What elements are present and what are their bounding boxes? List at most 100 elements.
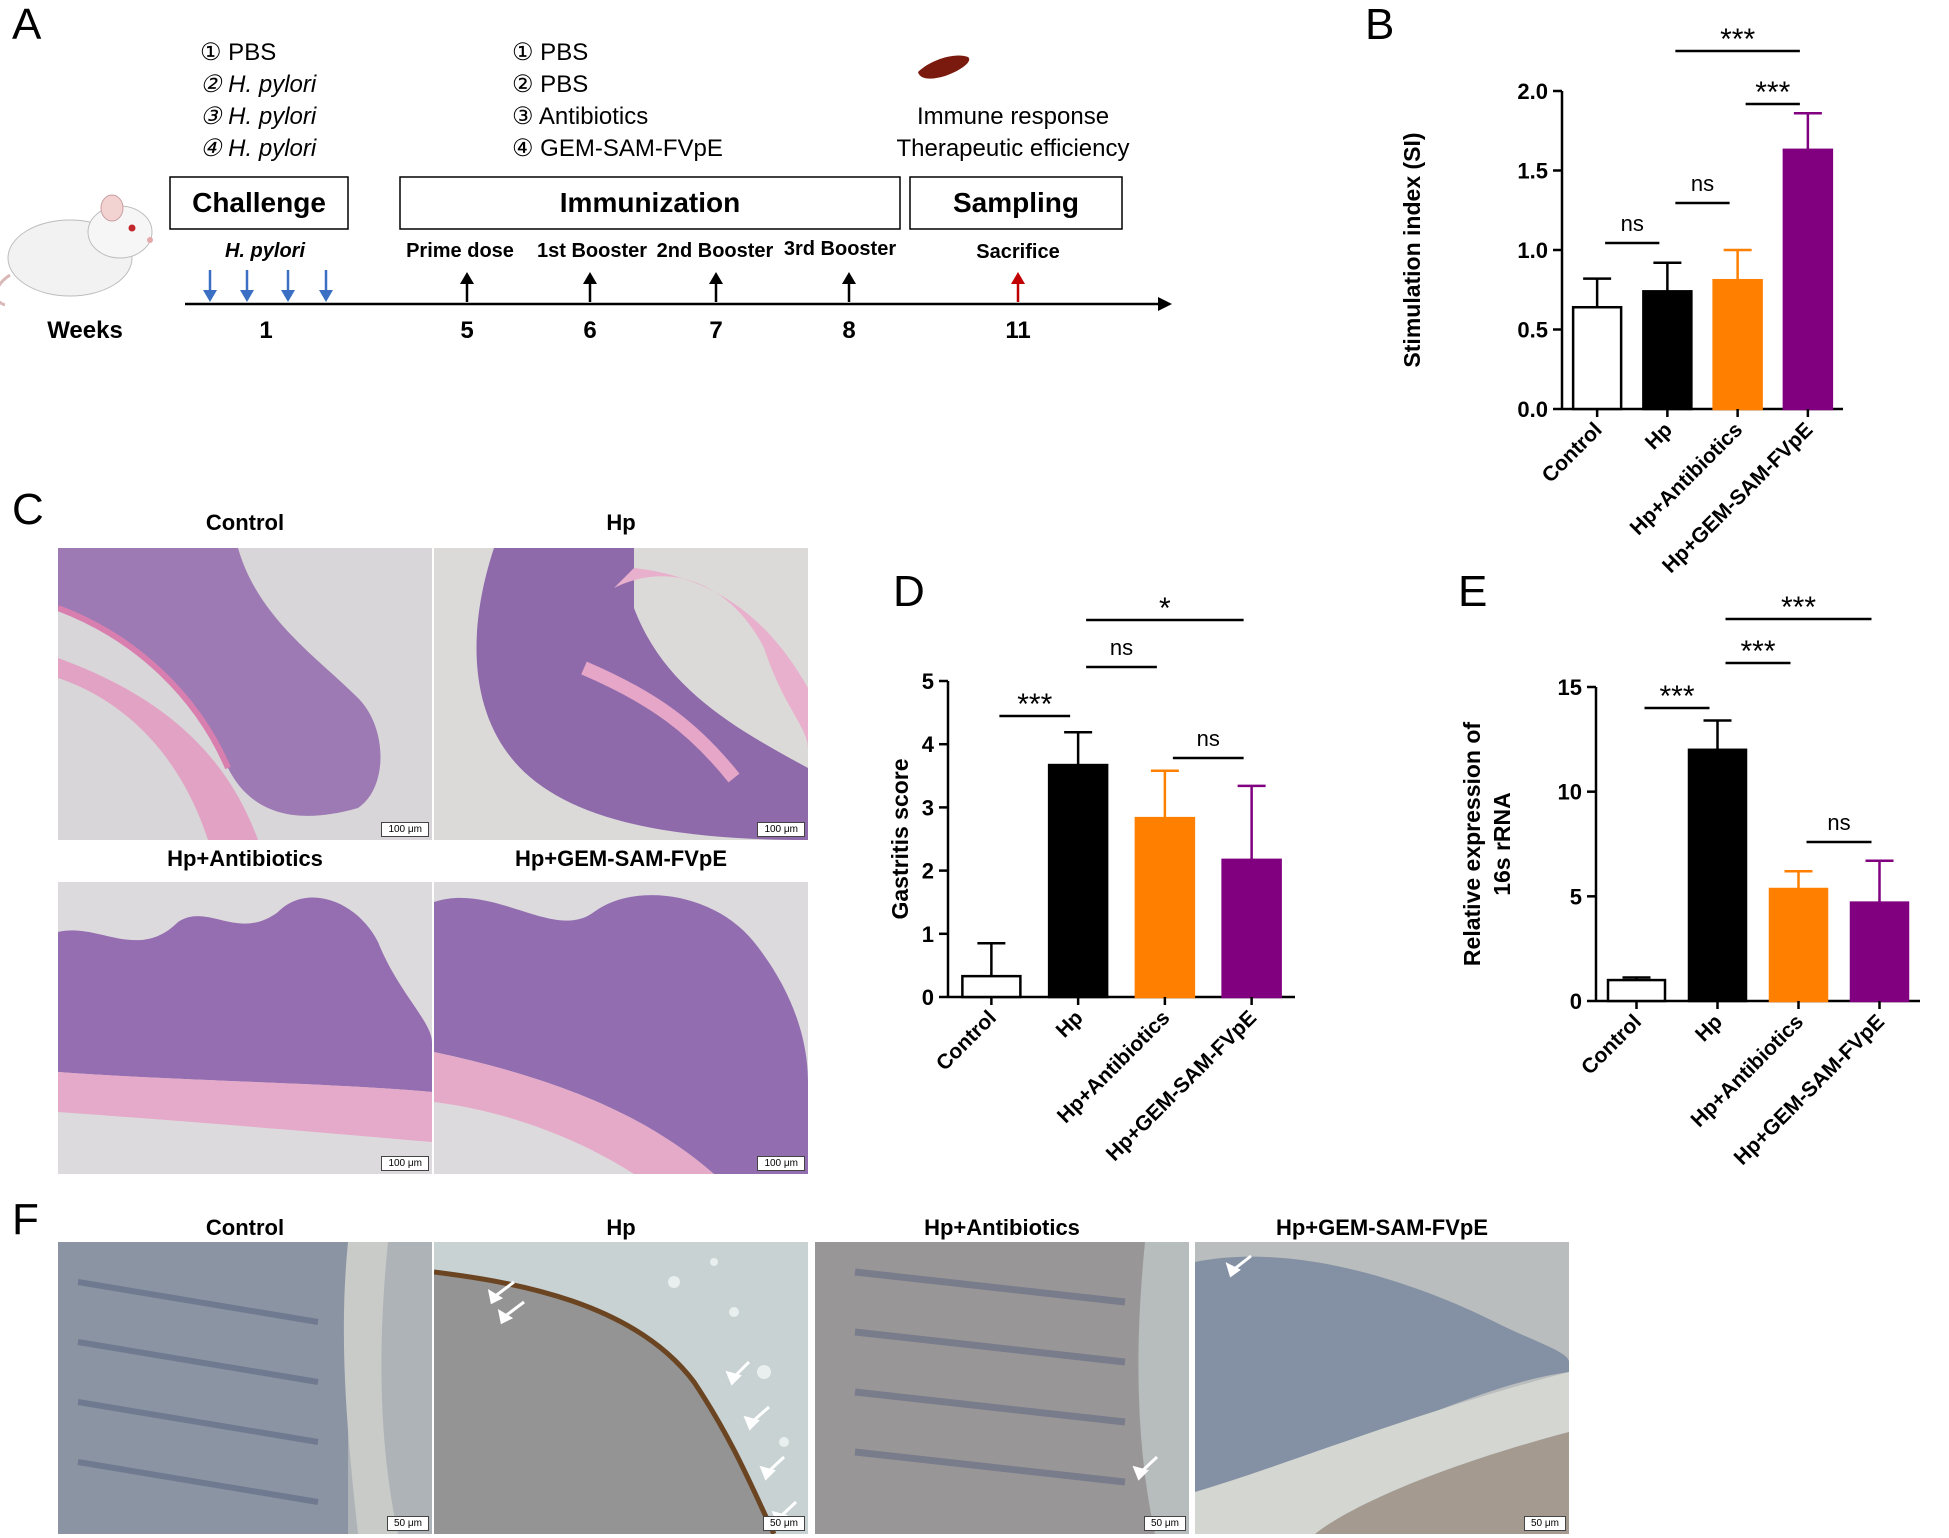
significance-label: ns	[1691, 171, 1714, 196]
challenge-group-2: ② H. pylori	[200, 71, 317, 98]
y-tick-label: 2	[922, 859, 934, 884]
immunization-group-3: ③ Antibiotics	[512, 103, 648, 130]
prime-dose-label: Prime dose	[406, 240, 514, 262]
immunization-label: Immunization	[560, 187, 740, 218]
panel-letter-c: C	[12, 485, 44, 534]
panel-letter-f: F	[12, 1195, 39, 1244]
significance-label: ***	[1740, 635, 1775, 668]
panel-letter-d: D	[893, 567, 925, 616]
challenge-group-3: ③ H. pylori	[200, 103, 317, 130]
f-image-control: 50 μm	[58, 1242, 432, 1534]
week-8: 8	[842, 317, 855, 344]
y-tick-label: 5	[1570, 884, 1582, 909]
y-tick-label: 4	[922, 732, 935, 757]
significance-label: ***	[1659, 680, 1694, 713]
bar	[1712, 278, 1763, 411]
c-scalebar-gem: 100 μm	[757, 1156, 805, 1171]
f-scalebar-control: 50 μm	[387, 1516, 429, 1531]
week-1: 1	[259, 317, 272, 344]
significance-label: ***	[1781, 591, 1816, 624]
y-tick-label: 10	[1558, 780, 1582, 805]
panel-letter-b: B	[1365, 0, 1395, 49]
c-scalebar-control: 100 μm	[381, 822, 429, 837]
mouse-image	[0, 194, 153, 307]
c-image-hp: 100 μm	[434, 548, 808, 840]
bar	[1849, 901, 1910, 1003]
immunization-group-2: ② PBS	[512, 71, 588, 98]
f-scalebar-hp: 50 μm	[763, 1516, 805, 1531]
f-image-gem: 50 μm	[1195, 1242, 1569, 1534]
chart-e: 0 5 10 15 Relative expression of 16s rRNA Cont…	[1459, 591, 1920, 1170]
y-axis-label: Gastritis score	[887, 758, 913, 919]
panel-letter-a: A	[12, 0, 42, 49]
outcome-therapeutic: Therapeutic efficiency	[896, 135, 1129, 162]
sampling-box	[909, 176, 1123, 230]
category-label: Hp+GEM-SAM-FVpE	[1730, 1010, 1889, 1169]
bar	[961, 974, 1022, 999]
f-scalebar-antibiotics: 50 μm	[1144, 1516, 1186, 1531]
hpylori-label: H. pylori	[225, 240, 305, 262]
week-11: 11	[1005, 317, 1030, 344]
chart-b: 0.0 0.5 1.0 1.5 2.0 Stimulation index (SI) Con…	[1399, 23, 1843, 578]
y-axis-label: 16s rRNA	[1489, 792, 1515, 896]
c-image-gem: 100 μm	[434, 882, 808, 1174]
c-title-antibiotics: Hp+Antibiotics	[167, 846, 323, 871]
bar	[1571, 305, 1623, 411]
significance-label: ns	[1110, 635, 1133, 660]
bar	[1642, 290, 1693, 411]
y-tick-label: 15	[1558, 675, 1582, 700]
category-label: Control	[932, 1006, 1001, 1075]
f-image-antibiotics: 50 μm	[815, 1242, 1189, 1534]
timeline-arrowhead	[1158, 297, 1172, 311]
bar	[1768, 887, 1829, 1003]
week-7: 7	[709, 317, 722, 344]
immunization-group-4: ④ GEM-SAM-FVpE	[512, 135, 723, 162]
challenge-box	[169, 176, 349, 230]
outcome-immune: Immune response	[917, 103, 1109, 130]
y-tick-label: 0.5	[1517, 318, 1548, 343]
significance-label: *	[1159, 592, 1171, 625]
bar	[1221, 858, 1282, 999]
y-tick-label: 1.5	[1517, 159, 1548, 184]
category-label: Hp	[1052, 1006, 1088, 1042]
booster-2-label: 2nd Booster	[657, 240, 774, 262]
challenge-label: Challenge	[192, 187, 326, 218]
f-title-hp: Hp	[606, 1215, 636, 1240]
booster-3-label: 3rd Booster	[784, 238, 896, 260]
bar	[1782, 148, 1834, 411]
significance-label: ns	[1621, 211, 1644, 236]
sacrifice-label: Sacrifice	[976, 241, 1059, 263]
category-label: Control	[1538, 418, 1607, 487]
challenge-group-1: ① PBS	[200, 39, 276, 66]
significance-label: ***	[1755, 76, 1790, 109]
bar	[1606, 978, 1667, 1003]
booster-1-label: 1st Booster	[537, 240, 647, 262]
y-axis-label: Relative expression of	[1459, 722, 1485, 966]
y-axis-label: Stimulation index (SI)	[1399, 132, 1425, 367]
bar	[1687, 748, 1748, 1003]
sampling-label: Sampling	[953, 187, 1079, 218]
y-tick-label: 1	[922, 922, 934, 947]
timeline-diagram: ① PBS ② H. pylori ③ H. pylori ④ H. pylor…	[0, 39, 1172, 344]
category-label: Hp+GEM-SAM-FVpE	[1102, 1006, 1261, 1165]
weeks-label: Weeks	[47, 317, 123, 344]
y-tick-label: 0.0	[1517, 397, 1548, 422]
week-6: 6	[583, 317, 596, 344]
f-title-antibiotics: Hp+Antibiotics	[924, 1215, 1080, 1240]
c-image-antibiotics: 100 μm	[58, 882, 432, 1174]
y-tick-label: 5	[922, 669, 934, 694]
bar	[1047, 763, 1109, 999]
panel-letter-e: E	[1458, 567, 1488, 616]
c-title-hp: Hp	[606, 510, 636, 535]
spleen-image	[918, 55, 970, 79]
category-label: Control	[1577, 1010, 1646, 1079]
event-arrows	[460, 272, 856, 302]
c-scalebar-hp: 100 μm	[757, 822, 805, 837]
c-title-control: Control	[205, 510, 285, 535]
significance-label: ***	[1720, 23, 1755, 56]
significance-label: ***	[1017, 688, 1052, 721]
f-title-gem: Hp+GEM-SAM-FVpE	[1275, 1215, 1489, 1240]
week-5: 5	[460, 317, 473, 344]
c-image-control: 100 μm	[58, 548, 432, 840]
